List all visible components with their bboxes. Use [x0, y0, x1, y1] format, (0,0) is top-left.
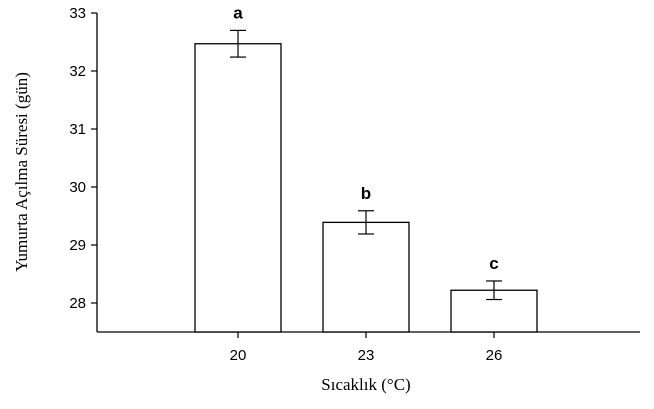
bars: [194, 43, 538, 333]
y-tick-label: 32: [69, 63, 86, 80]
bar-23: [322, 221, 410, 333]
error-bar-26: [486, 280, 502, 301]
x-tick-label: 23: [358, 347, 375, 364]
y-axis-ticks: 28 29 30 31 32 33: [69, 5, 97, 312]
error-bar-20: [230, 29, 246, 58]
x-axis-title: Sıcaklık (°C): [321, 375, 410, 394]
x-tick-label: 26: [486, 347, 503, 364]
y-axis-title: Yumurta Açılma Süresi (gün): [12, 72, 31, 272]
error-bars: [230, 29, 502, 301]
y-tick-label: 33: [69, 5, 86, 22]
error-bar-23: [358, 210, 374, 235]
y-tick-label: 28: [69, 295, 86, 312]
group-letter-26: c: [489, 254, 498, 273]
group-letter-20: a: [233, 3, 243, 22]
y-tick-label: 29: [69, 237, 86, 254]
bar-20: [194, 43, 282, 333]
group-letter-23: b: [361, 184, 371, 203]
x-axis-ticks: 20 23 26: [230, 332, 503, 364]
y-tick-label: 31: [69, 121, 86, 138]
group-letters: a b c: [233, 3, 498, 273]
x-tick-label: 20: [230, 347, 247, 364]
y-tick-label: 30: [69, 179, 86, 196]
